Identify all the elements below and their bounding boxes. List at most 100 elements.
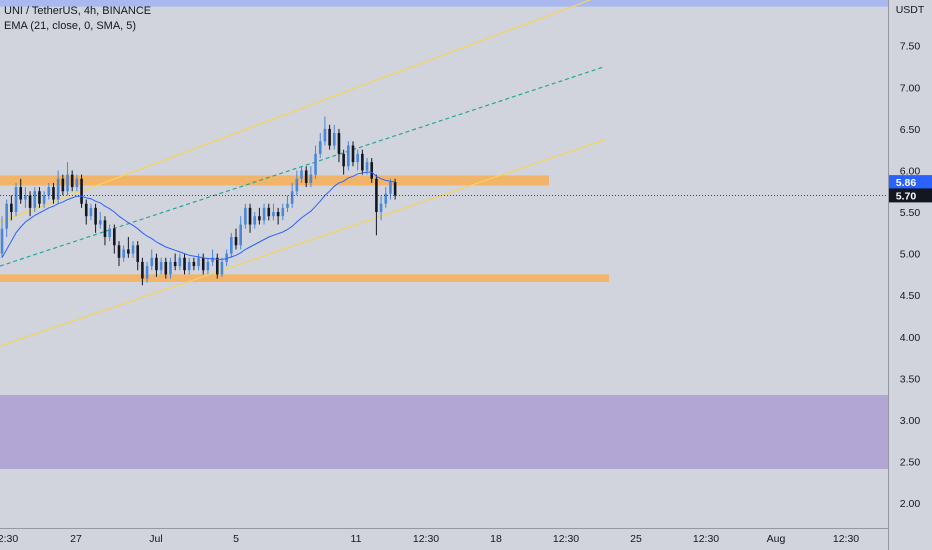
channel-lower-line[interactable] bbox=[0, 139, 606, 347]
candle-body bbox=[178, 257, 182, 267]
price-tick-label: 3.00 bbox=[900, 415, 921, 427]
candle-body bbox=[258, 216, 261, 221]
candle-body bbox=[197, 257, 200, 267]
candle-body bbox=[304, 170, 308, 183]
candle-body bbox=[84, 203, 88, 217]
indicator-legend[interactable]: EMA (21, close, 0, SMA, 5) bbox=[4, 20, 137, 32]
candle-body bbox=[393, 182, 397, 196]
candle-body bbox=[290, 191, 294, 204]
candle-body bbox=[108, 228, 111, 237]
support-zone[interactable] bbox=[0, 274, 609, 282]
last-price-tag bbox=[889, 188, 932, 203]
candle-body bbox=[131, 245, 135, 254]
last-price-value: 5.70 bbox=[896, 190, 917, 202]
axis-corner bbox=[889, 529, 932, 550]
candle-body bbox=[375, 178, 378, 213]
candle-body bbox=[356, 153, 359, 163]
candle-body bbox=[164, 261, 168, 275]
price-tick-label: 6.00 bbox=[900, 165, 921, 177]
candle-body bbox=[384, 193, 388, 204]
candle-body bbox=[145, 266, 149, 279]
resistance-zone[interactable] bbox=[0, 175, 549, 186]
candle-body bbox=[314, 153, 317, 175]
candle-body bbox=[332, 133, 336, 146]
symbol-legend[interactable]: UNI / TetherUS, 4h, BINANCE bbox=[4, 5, 152, 17]
candle-body bbox=[70, 174, 74, 188]
candle-body bbox=[19, 187, 23, 200]
channel-upper-line[interactable] bbox=[0, 0, 605, 223]
price-tick-label: 6.50 bbox=[900, 124, 921, 136]
price-tick-label: 5.00 bbox=[900, 249, 921, 261]
candle-body bbox=[155, 257, 158, 271]
candle-body bbox=[80, 178, 83, 204]
candle-body bbox=[347, 145, 350, 167]
candle-body bbox=[98, 220, 102, 225]
upper-zone-zone[interactable] bbox=[0, 0, 888, 7]
candle-body bbox=[173, 261, 177, 267]
price-tick-label: 7.50 bbox=[900, 41, 921, 53]
candle-body bbox=[248, 207, 252, 225]
chart-legend: UNI / TetherUS, 4h, BINANCE EMA (21, clo… bbox=[4, 4, 151, 34]
candle-body bbox=[38, 191, 41, 204]
candle-body bbox=[211, 257, 214, 262]
candle-body bbox=[220, 261, 224, 275]
ema-price-value: 5.86 bbox=[896, 177, 917, 189]
candle-body bbox=[328, 128, 331, 146]
price-tick-label: 4.00 bbox=[900, 332, 921, 344]
candle-body bbox=[276, 212, 280, 217]
ema-line[interactable] bbox=[1, 171, 396, 260]
price-tick-label: 5.50 bbox=[900, 207, 921, 219]
time-tick-label: 2:30 bbox=[0, 533, 18, 545]
candle-body bbox=[300, 170, 303, 179]
channel-middle-line[interactable] bbox=[0, 65, 606, 267]
candle-body bbox=[141, 261, 144, 279]
time-tick-label: Aug bbox=[767, 533, 786, 545]
time-tick-label: 12:30 bbox=[833, 533, 859, 545]
candle-body bbox=[337, 133, 341, 154]
candle-body bbox=[215, 257, 219, 275]
candle-body bbox=[42, 195, 46, 204]
candle-body bbox=[318, 141, 322, 154]
time-tick-label: 5 bbox=[233, 533, 239, 545]
candle-body bbox=[5, 203, 8, 229]
time-tick-label: Jul bbox=[149, 533, 162, 545]
candle-body bbox=[187, 261, 191, 271]
time-axis[interactable] bbox=[0, 528, 888, 550]
candle-body bbox=[159, 261, 163, 271]
candle-body bbox=[253, 216, 257, 225]
candle-body bbox=[351, 145, 355, 163]
candle-body bbox=[89, 207, 93, 217]
candle-body bbox=[230, 236, 233, 254]
candle-body bbox=[239, 224, 242, 246]
price-tick-label: 4.50 bbox=[900, 290, 921, 302]
candle-body bbox=[267, 207, 271, 217]
price-axis[interactable] bbox=[888, 0, 932, 550]
demand-zone-zone[interactable] bbox=[0, 394, 888, 469]
time-tick-label: 18 bbox=[490, 533, 502, 545]
candle-body bbox=[113, 228, 116, 246]
candle-body bbox=[94, 207, 97, 225]
time-tick-label: 12:30 bbox=[693, 533, 719, 545]
candle-body bbox=[342, 153, 345, 167]
time-tick-label: 12:30 bbox=[413, 533, 439, 545]
candle-body bbox=[47, 187, 51, 196]
time-tick-label: 11 bbox=[351, 533, 362, 545]
candle-body bbox=[24, 195, 27, 200]
candle-body bbox=[192, 261, 196, 267]
candle-body bbox=[127, 249, 130, 254]
price-unit-label: USDT bbox=[896, 4, 925, 16]
candle-body bbox=[365, 162, 369, 171]
price-tick-label: 2.50 bbox=[900, 456, 921, 468]
candle-body bbox=[10, 203, 13, 213]
candle-body bbox=[150, 257, 154, 267]
candle-body bbox=[56, 178, 60, 200]
ema-price-tag bbox=[889, 175, 932, 190]
candle-body bbox=[122, 249, 125, 258]
candle-body bbox=[379, 203, 383, 213]
candle-body bbox=[201, 257, 205, 271]
candle-body bbox=[136, 245, 140, 262]
candle-body bbox=[262, 207, 266, 221]
candle-body bbox=[61, 178, 65, 192]
